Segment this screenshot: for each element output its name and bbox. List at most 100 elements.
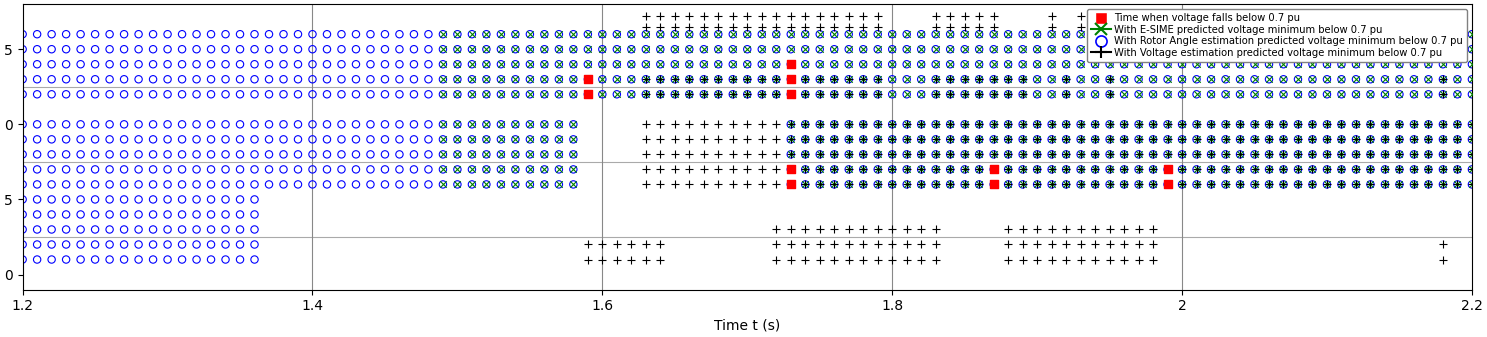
Point [517, 32, 541, 37]
Point [1344, 76, 1368, 82]
Point [1025, 167, 1048, 172]
Point [1228, 76, 1252, 82]
Point [1141, 32, 1164, 37]
Point [1271, 182, 1295, 187]
Point [1213, 122, 1237, 127]
Point [648, 122, 672, 127]
Point [807, 257, 831, 262]
Point [257, 182, 281, 187]
Point [1199, 76, 1222, 82]
Point [242, 212, 266, 217]
Point [706, 76, 730, 82]
Point [981, 62, 1005, 67]
Point [170, 242, 193, 247]
Point [749, 76, 773, 82]
Point [822, 152, 846, 157]
Point [1213, 122, 1237, 127]
Point [1054, 122, 1078, 127]
Point [938, 167, 962, 172]
Point [532, 122, 556, 127]
Point [1097, 167, 1121, 172]
Point [1286, 92, 1310, 97]
Point [532, 137, 556, 142]
Point [1112, 92, 1136, 97]
Point [431, 62, 455, 67]
Point [691, 13, 715, 19]
Point [1054, 122, 1078, 127]
Point [401, 62, 425, 67]
Point [953, 182, 977, 187]
Point [300, 76, 324, 82]
Point [1127, 137, 1151, 142]
Point [25, 242, 49, 247]
Point [1460, 122, 1484, 127]
Point [909, 182, 932, 187]
Point [1054, 47, 1078, 52]
Point [706, 92, 730, 97]
Point [865, 152, 889, 157]
Point [242, 137, 266, 142]
Point [663, 167, 687, 172]
Point [1185, 167, 1209, 172]
Point [517, 47, 541, 52]
Point [909, 167, 932, 172]
Point [837, 122, 861, 127]
Point [1475, 32, 1487, 37]
Point [1069, 62, 1093, 67]
Point [373, 92, 397, 97]
Point [1257, 152, 1280, 157]
Point [981, 122, 1005, 127]
Point [547, 32, 571, 37]
Point [1097, 76, 1121, 82]
Point [1069, 122, 1093, 127]
Point [184, 32, 208, 37]
Point [184, 227, 208, 232]
Point [648, 76, 672, 82]
Point [474, 62, 498, 67]
Point [1329, 76, 1353, 82]
Point [779, 152, 803, 157]
Point [1213, 152, 1237, 157]
Point [822, 47, 846, 52]
Point [1127, 152, 1151, 157]
Point [459, 62, 483, 67]
Point [1359, 76, 1383, 82]
Point [1054, 242, 1078, 247]
Point [633, 122, 657, 127]
Point [1141, 152, 1164, 157]
Point [633, 32, 657, 37]
Point [83, 62, 107, 67]
Point [1141, 167, 1164, 172]
Point [1097, 137, 1121, 142]
Point [1097, 62, 1121, 67]
Point [1083, 152, 1106, 157]
Point [837, 167, 861, 172]
Point [547, 152, 571, 157]
Point [83, 32, 107, 37]
Point [880, 167, 904, 172]
Point [1127, 137, 1151, 142]
Point [1301, 167, 1325, 172]
Point [1344, 32, 1368, 37]
Point [1286, 122, 1310, 127]
Point [633, 62, 657, 67]
Point [83, 182, 107, 187]
Point [1257, 76, 1280, 82]
Point [1271, 62, 1295, 67]
Point [83, 227, 107, 232]
Point [1039, 122, 1063, 127]
Point [1417, 92, 1441, 97]
Point [416, 32, 440, 37]
Point [633, 92, 657, 97]
Point [721, 92, 745, 97]
Point [865, 92, 889, 97]
Point [68, 76, 92, 82]
Point [1445, 47, 1469, 52]
Point [1011, 152, 1035, 157]
Point [1199, 182, 1222, 187]
Point [562, 152, 586, 157]
Point [68, 227, 92, 232]
Point [605, 62, 629, 67]
Point [663, 76, 687, 82]
Point [1141, 137, 1164, 142]
